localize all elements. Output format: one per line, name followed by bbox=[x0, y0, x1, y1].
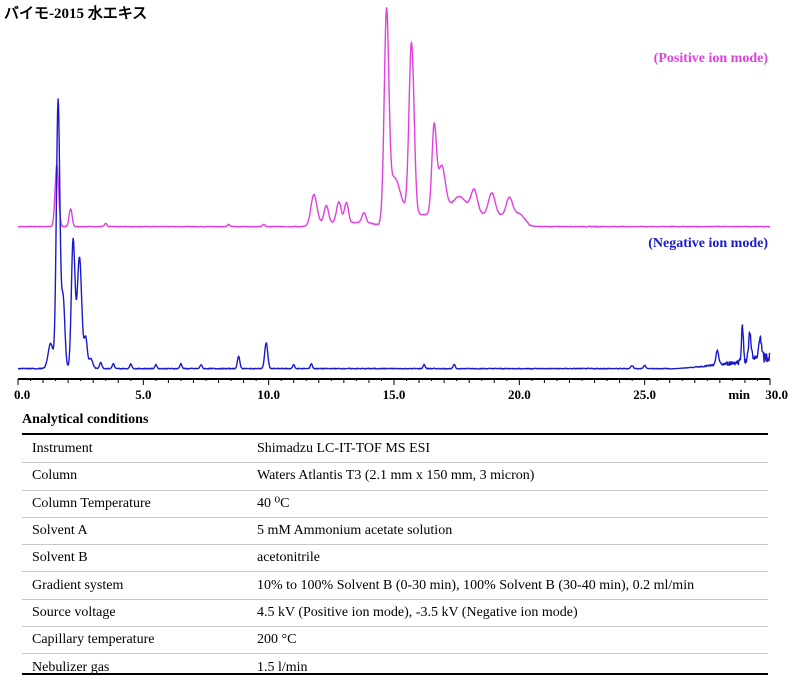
condition-row: Instrument Shimadzu LC-IT-TOF MS ESI bbox=[22, 436, 768, 463]
x-tick-label: 20.0 bbox=[508, 387, 531, 402]
condition-label: Instrument bbox=[32, 441, 93, 457]
condition-row: Gradient system 10% to 100% Solvent B (0-… bbox=[22, 571, 768, 600]
positive-mode-trace bbox=[17, 7, 771, 228]
negative-mode-label: (Negative ion mode) bbox=[648, 236, 768, 251]
condition-row: Column Temperature 40 ⁰C bbox=[22, 489, 768, 518]
condition-label: Solvent A bbox=[22, 516, 257, 545]
x-axis-unit-label: min bbox=[728, 387, 750, 402]
chromatogram-chart: 0.0 5.0 10.0 15.0 20.0 25.0 30.0 min (Positive i… bbox=[14, 7, 788, 402]
condition-value: acetonitrile bbox=[257, 544, 768, 572]
condition-row: Column Waters Atlantis T3 (2.1 mm x 150 m… bbox=[22, 462, 768, 491]
condition-value: 40 ⁰C bbox=[257, 489, 768, 518]
x-tick-label: 30.0 bbox=[765, 387, 788, 402]
condition-value: 4.5 kV (Positive ion mode), -3.5 kV (Neg… bbox=[257, 598, 768, 627]
condition-label: Column bbox=[22, 462, 257, 491]
condition-label: Nebulizer gas bbox=[22, 653, 257, 681]
x-tick-label: 0.0 bbox=[14, 387, 30, 402]
x-tick-label: 10.0 bbox=[257, 387, 280, 402]
condition-label: Gradient system bbox=[22, 571, 257, 600]
conditions-table: Instrument Shimadzu LC-IT-TOF MS ESI Colum… bbox=[22, 436, 768, 681]
x-tick-label: 25.0 bbox=[633, 387, 656, 402]
condition-label: Capillary temperature bbox=[22, 626, 257, 654]
condition-value: 200 °C bbox=[257, 626, 768, 654]
condition-row: Capillary temperature 200 °C bbox=[22, 626, 768, 654]
conditions-header: Analytical conditions bbox=[22, 412, 149, 427]
condition-label: Solvent B bbox=[22, 544, 257, 572]
condition-value: Waters Atlantis T3 (2.1 mm x 150 mm, 3 m… bbox=[257, 462, 768, 491]
condition-label: Column Temperature bbox=[22, 489, 257, 518]
condition-value: 1.5 l/min bbox=[257, 653, 768, 681]
negative-mode-trace bbox=[17, 98, 771, 370]
condition-label: Source voltage bbox=[22, 598, 257, 627]
condition-value: Shimadzu LC-IT-TOF MS ESI bbox=[257, 441, 431, 457]
x-tick-label: 15.0 bbox=[383, 387, 406, 402]
condition-row: Nebulizer gas 1.5 l/min bbox=[22, 653, 768, 681]
chart-title: バイモ-2015 水エキス bbox=[4, 6, 148, 22]
condition-row: Source voltage 4.5 kV (Positive ion mode)… bbox=[22, 598, 768, 627]
positive-mode-label: (Positive ion mode) bbox=[654, 51, 769, 66]
conditions-top-rule bbox=[22, 433, 768, 435]
conditions-bottom-rule bbox=[22, 673, 768, 675]
condition-value: 5 mM Ammonium acetate solution bbox=[257, 516, 768, 545]
x-tick-label: 5.0 bbox=[135, 387, 151, 402]
condition-value: 10% to 100% Solvent B (0-30 min), 100% S… bbox=[257, 571, 768, 600]
